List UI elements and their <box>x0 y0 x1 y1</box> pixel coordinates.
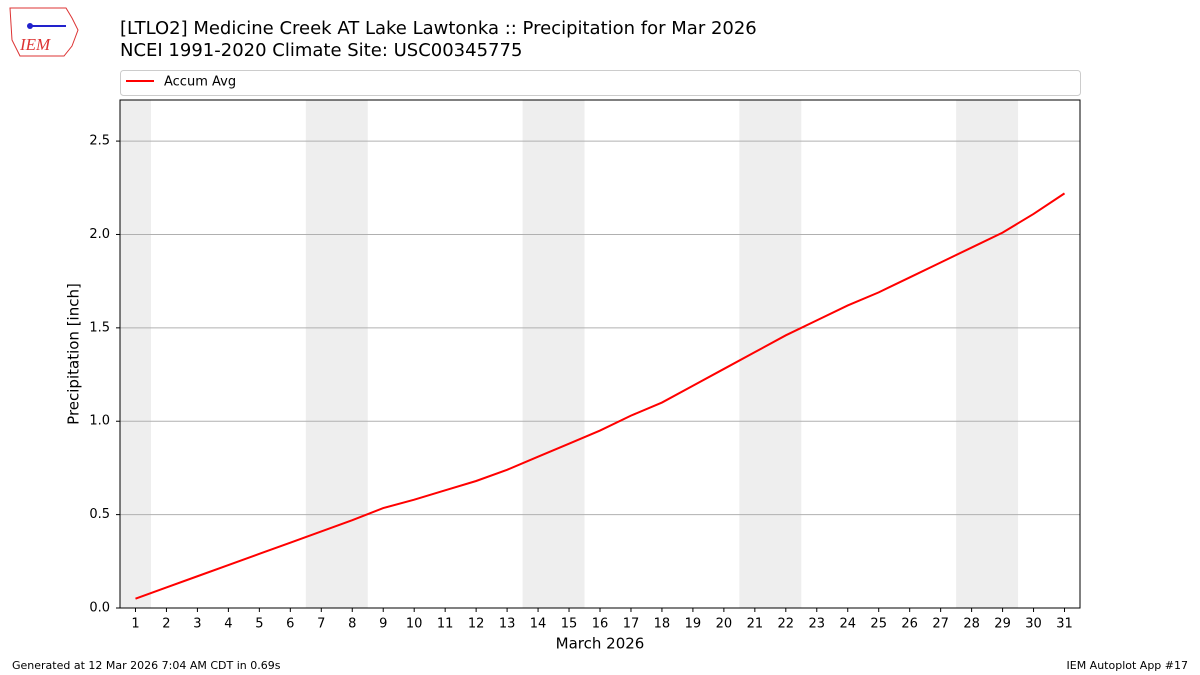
chart-title: [LTLO2] Medicine Creek AT Lake Lawtonka … <box>120 18 757 39</box>
x-tick-label: 31 <box>1056 617 1073 632</box>
y-tick-label: 2.5 <box>89 134 110 149</box>
x-tick-label: 2 <box>162 617 170 632</box>
x-tick-label: 22 <box>778 617 795 632</box>
logo: IEM <box>9 7 79 57</box>
series-line <box>135 192 1066 600</box>
x-tick-label: 14 <box>530 617 547 632</box>
x-tick-label: 28 <box>963 617 980 632</box>
x-tick-label: 10 <box>406 617 423 632</box>
x-tick-label: 16 <box>592 617 609 632</box>
y-tick-label: 0.5 <box>89 507 110 522</box>
x-tick-label: 20 <box>716 617 733 632</box>
weekend-shade <box>956 100 1019 608</box>
x-tick-label: 18 <box>654 617 671 632</box>
x-tick-label: 19 <box>685 617 702 632</box>
x-tick-label: 30 <box>1025 617 1042 632</box>
y-tick-label: 1.0 <box>89 414 110 429</box>
y-tick-label: 2.0 <box>89 227 110 242</box>
chart-subtitle: NCEI 1991-2020 Climate Site: USC00345775 <box>120 40 522 61</box>
y-axis-label: Precipitation [inch] <box>65 283 83 425</box>
x-tick-label: 1 <box>131 617 139 632</box>
legend-label: Accum Avg <box>164 75 236 90</box>
x-tick-label: 29 <box>994 617 1011 632</box>
footer-right: IEM Autoplot App #17 <box>1067 659 1189 672</box>
x-tick-label: 4 <box>224 617 232 632</box>
y-tick-label: 0.0 <box>89 601 110 616</box>
legend-box <box>120 70 1081 96</box>
footer-left: Generated at 12 Mar 2026 7:04 AM CDT in … <box>12 659 281 672</box>
x-tick-label: 6 <box>286 617 294 632</box>
x-tick-label: 26 <box>901 617 918 632</box>
x-tick-label: 27 <box>932 617 949 632</box>
weekend-shade <box>305 100 368 608</box>
x-tick-label: 11 <box>437 617 454 632</box>
x-tick-label: 23 <box>809 617 826 632</box>
x-tick-label: 3 <box>193 617 201 632</box>
x-tick-label: 8 <box>348 617 356 632</box>
x-tick-label: 15 <box>561 617 578 632</box>
plot-frame <box>119 99 1081 609</box>
x-axis-label: March 2026 <box>556 635 645 653</box>
x-tick-label: 24 <box>839 617 856 632</box>
weekend-shade <box>739 100 802 608</box>
x-tick-label: 12 <box>468 617 485 632</box>
x-tick-label: 9 <box>379 617 387 632</box>
x-tick-label: 5 <box>255 617 263 632</box>
y-tick-label: 1.5 <box>89 320 110 335</box>
x-tick-label: 21 <box>747 617 764 632</box>
weekend-shade <box>120 100 151 608</box>
x-tick-label: 13 <box>499 617 516 632</box>
x-tick-label: 25 <box>870 617 887 632</box>
weekend-shade <box>522 100 585 608</box>
x-tick-label: 7 <box>317 617 325 632</box>
x-tick-label: 17 <box>623 617 640 632</box>
logo-text: IEM <box>19 35 51 54</box>
